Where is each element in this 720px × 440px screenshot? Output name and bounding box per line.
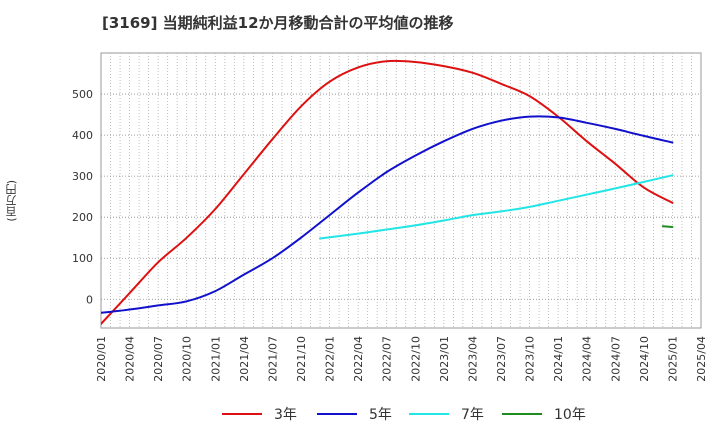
- x-tick-label: 2020/04: [124, 336, 137, 382]
- legend-item-3yr: 3年: [222, 402, 297, 426]
- x-tick-label: 2020/07: [152, 336, 165, 382]
- x-tick-label: 2025/01: [666, 336, 679, 382]
- x-tick-label: 2021/04: [238, 336, 251, 382]
- legend-item-10yr: 10年: [502, 402, 586, 426]
- x-tick-label: 2022/04: [352, 336, 365, 382]
- y-tick-label: 400: [72, 129, 93, 142]
- x-tick-label: 2024/10: [638, 336, 651, 382]
- legend-swatch-3yr: [222, 413, 262, 415]
- legend-swatch-5yr: [317, 413, 357, 415]
- x-tick-label: 2022/10: [409, 336, 422, 382]
- x-tick-label: 2023/07: [495, 336, 508, 382]
- y-tick-label: 500: [72, 88, 93, 101]
- y-tick-label: 0: [86, 293, 93, 306]
- plot-area: [100, 52, 702, 329]
- x-tick-label: 2023/10: [524, 336, 537, 382]
- x-tick-label: 2024/01: [552, 336, 565, 382]
- series-line-5yr: [101, 115, 674, 314]
- x-tick-label: 2020/01: [95, 336, 108, 382]
- y-tick-label: 300: [72, 170, 93, 183]
- legend-label-3yr: 3年: [274, 407, 297, 423]
- legend-label-10yr: 10年: [554, 407, 586, 423]
- x-tick-label: 2023/04: [466, 336, 479, 382]
- legend: 3年 5年 7年 10年: [0, 402, 720, 426]
- series-line-3yr: [101, 59, 674, 325]
- x-tick-label: 2021/01: [209, 336, 222, 382]
- x-tick-label: 2020/10: [181, 336, 194, 382]
- x-tick-label: 2021/10: [295, 336, 308, 382]
- series-line-10yr: [661, 225, 674, 228]
- legend-label-7yr: 7年: [461, 407, 484, 423]
- x-tick-label: 2023/01: [438, 336, 451, 382]
- y-tick-label: 100: [72, 252, 93, 265]
- x-tick-label: 2022/07: [381, 336, 394, 382]
- legend-swatch-10yr: [502, 413, 542, 415]
- x-tick-label: 2021/07: [266, 336, 279, 382]
- series-line-7yr: [319, 174, 674, 240]
- y-tick-label: 200: [72, 211, 93, 224]
- x-tick-label: 2022/01: [324, 336, 337, 382]
- legend-swatch-7yr: [409, 413, 449, 415]
- legend-item-7yr: 7年: [409, 402, 484, 426]
- legend-item-5yr: 5年: [317, 402, 392, 426]
- x-tick-label: 2024/04: [581, 336, 594, 382]
- x-tick-label: 2025/04: [695, 336, 708, 382]
- chart-title: [3169] 当期純利益12か月移動合計の平均値の推移: [102, 14, 454, 32]
- x-tick-label: 2024/07: [609, 336, 622, 382]
- legend-label-5yr: 5年: [369, 407, 392, 423]
